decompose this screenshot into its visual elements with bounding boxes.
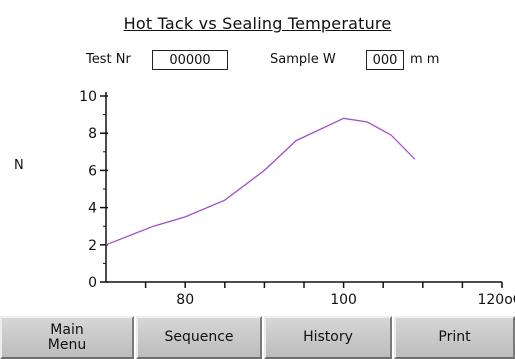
print-button[interactable]: Print <box>394 316 515 359</box>
x-tick-label: 120oC <box>477 292 515 308</box>
y-tick-label: 10 <box>79 89 97 105</box>
y-tick-label: 2 <box>88 238 97 254</box>
y-tick-label: 8 <box>88 126 97 142</box>
test-number-field[interactable]: 00000 <box>152 50 228 70</box>
sample-width-label: Sample W <box>270 52 336 67</box>
print-label: Print <box>438 329 471 345</box>
sequence-label: Sequence <box>164 329 234 345</box>
main-menu-button[interactable]: Main Menu <box>0 316 134 359</box>
main-menu-label: Main Menu <box>47 321 87 353</box>
sample-width-unit: m m <box>410 52 440 67</box>
x-tick-label: 100 <box>330 292 357 308</box>
x-tick-label: 80 <box>176 292 194 308</box>
hot-tack-chart: 0 2 4 6 8 10 80 100 120oC <box>79 89 515 308</box>
hot-tack-curve <box>105 117 416 246</box>
test-number-label: Test Nr <box>86 52 131 67</box>
page-title: Hot Tack vs Sealing Temperature <box>123 14 392 33</box>
y-tick-label: 4 <box>88 201 97 217</box>
y-tick-label: 6 <box>88 163 97 179</box>
button-bar: Main Menu Sequence History Print <box>0 316 515 359</box>
sequence-button[interactable]: Sequence <box>136 316 262 359</box>
y-axis-label: N <box>14 158 24 173</box>
history-label: History <box>303 329 353 345</box>
sample-width-field[interactable]: 000 <box>366 50 404 70</box>
history-button[interactable]: History <box>264 316 392 359</box>
y-tick-label: 0 <box>88 275 97 291</box>
